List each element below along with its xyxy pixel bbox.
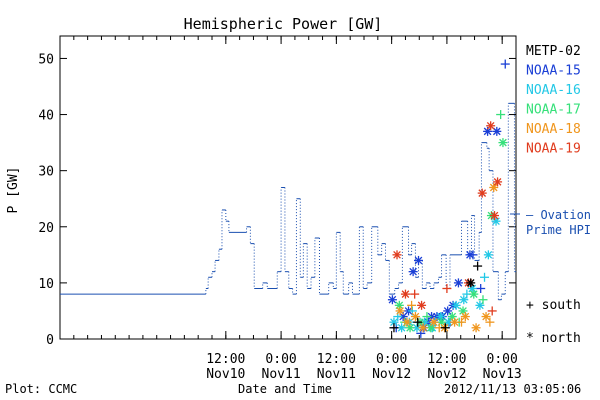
south-measurement-plus: [407, 300, 417, 310]
legend-satellite-noaa-17: NOAA-17: [526, 103, 581, 118]
plot-timestamp: 2012/11/13 03:05:06: [444, 382, 581, 396]
x-tick-label-time: 12:00: [206, 352, 245, 367]
south-measurement-plus: [480, 272, 490, 282]
y-tick-label: 30: [38, 165, 54, 180]
x-tick-label-time: 0:00: [376, 352, 407, 367]
north-measurement-asterisk: [451, 300, 461, 310]
north-measurement-asterisk: [408, 267, 418, 277]
north-measurement-asterisk: [400, 289, 410, 299]
y-tick-label: 20: [38, 221, 54, 236]
y-tick-label: 40: [38, 109, 54, 124]
north-measurement-asterisk: [426, 323, 436, 333]
north-measurement-asterisk: [459, 295, 469, 305]
south-measurement-plus: [456, 317, 466, 327]
north-measurement-asterisk: [414, 255, 424, 265]
south-measurement-plus: [442, 284, 452, 293]
south-measurement-plus: [496, 110, 506, 120]
north-measurement-asterisk: [483, 126, 493, 136]
y-tick-label: 0: [46, 333, 54, 348]
north-measurement-asterisk: [429, 317, 439, 327]
plot-credit: Plot: CCMC: [5, 382, 77, 396]
legend-north-symbol: * north: [526, 331, 581, 346]
north-measurement-asterisk: [410, 312, 420, 322]
north-measurement-asterisk: [392, 250, 402, 260]
south-measurement-plus: [422, 312, 432, 322]
south-measurement-plus: [473, 261, 483, 271]
chart-title: Hemispheric Power [GW]: [184, 15, 383, 33]
plot-area: 0102030405012:00Nov100:00Nov1112:00Nov11…: [38, 35, 522, 382]
south-measurement-plus: [500, 59, 510, 69]
x-tick-label-date: Nov13: [483, 367, 522, 382]
north-measurement-asterisk: [453, 278, 463, 288]
x-tick-label-date: Nov12: [372, 367, 411, 382]
x-tick-label-time: 0:00: [487, 352, 518, 367]
north-measurement-asterisk: [477, 188, 487, 198]
north-measurement-asterisk: [417, 300, 427, 310]
north-measurement-asterisk: [466, 278, 476, 288]
north-measurement-asterisk: [489, 183, 499, 192]
south-measurement-plus: [410, 289, 420, 299]
south-measurement-plus: [478, 295, 488, 305]
south-measurement-plus: [487, 306, 497, 316]
y-axis-label: P [GW]: [6, 167, 21, 214]
y-tick-label: 50: [38, 52, 54, 67]
south-measurement-plus: [389, 323, 399, 333]
north-measurement-asterisk: [481, 312, 491, 322]
x-tick-label-time: 0:00: [265, 352, 296, 367]
north-measurement-asterisk: [418, 323, 428, 333]
x-tick-label-date: Nov10: [206, 367, 245, 382]
y-tick-label: 10: [38, 277, 54, 292]
north-measurement-asterisk: [490, 211, 500, 221]
north-measurement-asterisk: [402, 317, 412, 327]
south-measurement-plus: [468, 250, 478, 260]
north-measurement-asterisk: [397, 323, 407, 333]
legend-ovation-label-line2: Prime HPI: [526, 223, 591, 237]
north-measurement-asterisk: [395, 306, 405, 316]
x-tick-label-date: Nov11: [262, 367, 301, 382]
south-measurement-plus: [413, 317, 423, 327]
north-measurement-asterisk: [483, 250, 493, 260]
legend-ovation-label: – Ovation: [526, 208, 591, 222]
plot-frame: [59, 35, 517, 340]
north-measurement-asterisk: [493, 177, 503, 187]
north-measurement-asterisk: [475, 300, 485, 310]
north-measurement-asterisk: [467, 284, 477, 293]
legend-satellite-metp-02: METP-02: [526, 44, 581, 59]
x-tick-label-date: Nov12: [427, 367, 466, 382]
north-measurement-asterisk: [491, 216, 501, 226]
legend-satellite-noaa-16: NOAA-16: [526, 83, 581, 98]
x-tick-label-date: Nov11: [317, 367, 356, 382]
north-measurement-asterisk: [492, 126, 502, 136]
south-measurement-plus: [476, 284, 486, 293]
x-tick-label-time: 12:00: [427, 352, 466, 367]
north-measurement-asterisk: [486, 121, 496, 131]
north-measurement-asterisk: [498, 138, 508, 148]
legend-satellite-noaa-19: NOAA-19: [526, 142, 581, 157]
south-measurement-plus: [440, 323, 450, 333]
south-measurement-plus: [485, 317, 495, 327]
north-measurement-asterisk: [471, 323, 481, 333]
north-measurement-asterisk: [387, 295, 397, 305]
x-tick-label-time: 12:00: [317, 352, 356, 367]
north-measurement-asterisk: [460, 312, 470, 322]
north-measurement-asterisk: [469, 289, 479, 299]
north-measurement-asterisk: [389, 317, 399, 327]
legend-satellite-noaa-18: NOAA-18: [526, 122, 581, 137]
legend: METP-02 NOAA-15 NOAA-16 NOAA-17 NOAA-18 NOAA-…: [510, 44, 591, 346]
x-axis-label: Date and Time: [238, 382, 332, 396]
legend-south-symbol: + south: [526, 298, 581, 313]
legend-satellite-noaa-15: NOAA-15: [526, 64, 581, 79]
